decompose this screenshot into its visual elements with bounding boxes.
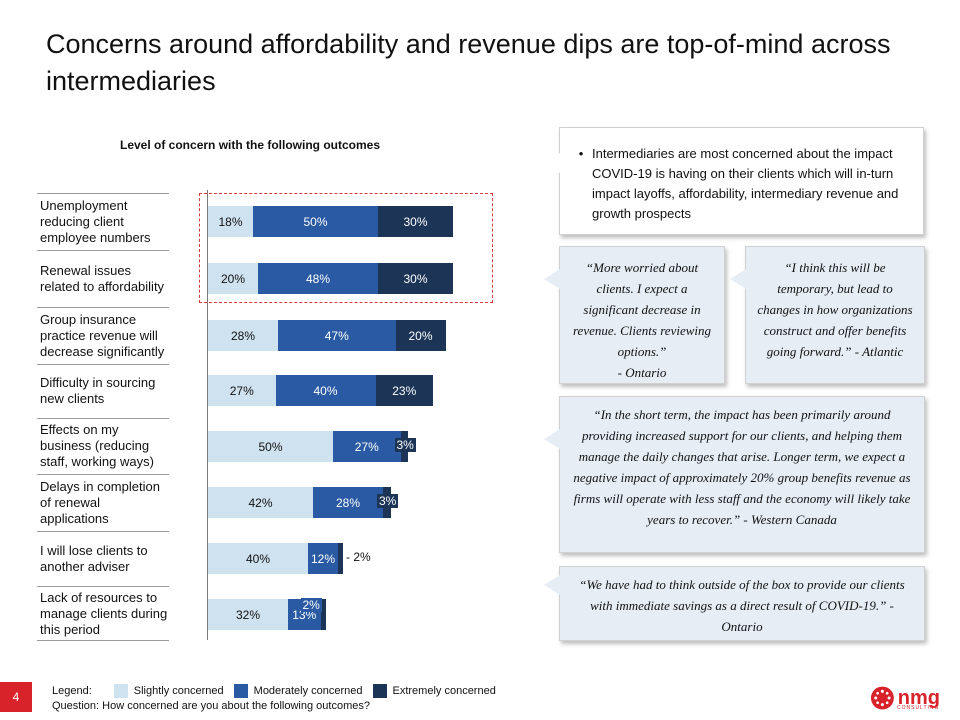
callout-pointer [544,153,560,173]
page-title: Concerns around affordability and revenu… [46,29,891,96]
data-label: 27% [229,383,254,398]
legend-text: Slightly concerned [133,685,224,697]
legend-prefix: Legend: [52,685,92,697]
legend-swatch [372,684,387,698]
quote-callout-atlantic: “I think this will be temporary, but lea… [730,246,925,384]
data-label: 27% [354,439,379,454]
data-label: 32% [235,607,261,622]
data-label: 30% [403,271,428,286]
category-label: Unemployment reducing client employee nu… [37,193,169,249]
bar-segment: 42% [208,487,313,518]
bar-segment: 30% [378,206,453,237]
data-label: 23% [392,383,417,398]
bar-segment: 20% [208,263,258,294]
data-label: 2% [300,598,322,612]
data-label: 18% [218,214,243,229]
data-label: 28% [335,495,361,510]
data-label: 28% [230,328,256,343]
bar-segment: 12% [308,543,338,574]
quote-text: “I think this will be temporary, but lea… [757,260,913,359]
legend-item-extremely: Extremely concerned [372,684,496,698]
bar-segment: 40% [275,375,376,406]
data-label: 3% [377,494,399,508]
summary-bullet: • Intermediaries are most concerned abou… [570,144,909,224]
data-label: 50% [258,439,283,454]
legend-item-moderately: Moderately concerned [233,684,363,698]
quote-callout-western-canada: “In the short term, the impact has been … [544,396,925,553]
nmg-logo: nmg CONSULTING [870,683,940,713]
quote-text: “More worried about clients. I expect a … [572,260,712,359]
callout-pointer [544,269,560,289]
bar-segment [338,543,343,574]
quote-text: “We have had to think outside of the box… [579,577,905,634]
legend-text: Extremely concerned [392,685,496,697]
data-label: 20% [220,271,246,286]
bar-segment: 50% [208,431,333,462]
category-label: Renewal issues related to affordability [37,250,169,306]
bar-segment: 27% [208,375,276,406]
data-label: 3% [394,438,416,452]
bar-segment: 47% [278,320,396,351]
bar-segment: 27% [333,431,401,462]
bar-segment: 32% [208,599,288,630]
category-label: Difficulty in sourcing new clients [37,364,169,416]
callout-pointer [544,429,560,449]
logo-text: nmg [897,687,940,709]
data-label: 50% [303,214,328,229]
category-label: I will lose clients to another adviser [37,531,169,585]
logo-mark-icon [870,686,894,710]
quote-text: “In the short term, the impact has been … [573,407,911,527]
callout-pointer [544,575,560,595]
legend-item-slightly: Slightly concerned [113,684,224,698]
bar-segment: 28% [208,320,278,351]
category-label: Effects on my business (reducing staff, … [37,418,169,473]
bar-segment: 23% [375,375,433,406]
legend-text: Moderately concerned [253,685,363,697]
data-label: 47% [324,328,349,343]
data-label: 30% [403,214,428,229]
bar-segment: 18% [208,206,253,237]
summary-callout: • Intermediaries are most concerned abou… [544,127,924,235]
quote-callout-ontario: “More worried about clients. I expect a … [544,246,725,384]
data-label: 20% [408,328,433,343]
legend: Legend: Slightly concerned Moderately co… [52,684,506,698]
bar-segment [320,599,326,630]
callout-pointer [730,269,746,289]
data-label: 42% [248,495,273,510]
data-label: 12% [310,551,336,566]
page-number: 4 [0,682,32,712]
data-label: 48% [305,271,331,286]
highlight-box [199,193,493,303]
bar-segment: 40% [208,543,308,574]
legend-swatch [113,684,128,698]
data-label: 40% [313,383,338,398]
bar-segment: 50% [253,206,378,237]
category-label: Lack of resources to manage clients duri… [37,586,169,641]
logo-subtext: CONSULTING [897,705,940,711]
survey-question: Question: How concerned are you about th… [52,700,370,712]
chart-title: Level of concern with the following outc… [120,138,381,152]
quote-callout-ontario-2: “We have had to think outside of the box… [544,566,925,641]
chart-axis-line [207,190,208,640]
data-label: 40% [245,551,271,566]
bar-segment: 48% [258,263,378,294]
category-label: Group insurance practice revenue will de… [37,307,169,363]
data-label: - 2% [346,550,371,564]
bar-segment: 30% [378,263,453,294]
summary-text: Intermediaries are most concerned about … [592,146,899,221]
legend-swatch [233,684,248,698]
bullet-dot-icon: • [578,146,584,161]
legend-label: Legend: [52,685,92,697]
category-label: Delays in completion of renewal applicat… [37,474,169,530]
bar-segment: 20% [395,320,446,351]
quote-attribution: - Ontario [617,365,667,380]
bar-segment: 28% [313,487,383,518]
